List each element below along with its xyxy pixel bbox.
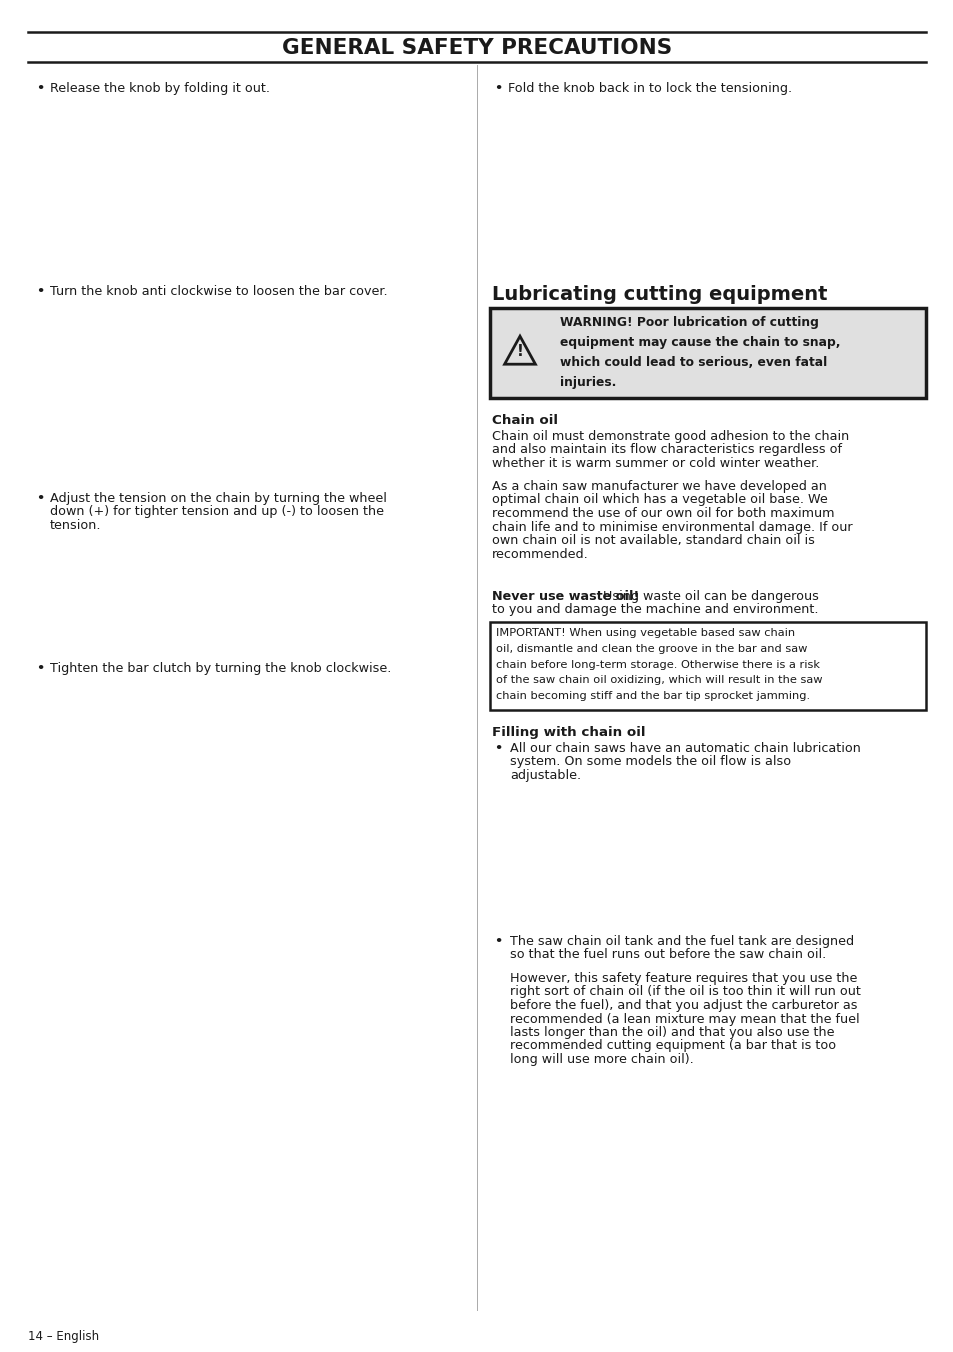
Bar xyxy=(492,96,925,266)
Text: All our chain saws have an automatic chain lubrication: All our chain saws have an automatic cha… xyxy=(510,742,860,754)
Text: Never use waste oil!: Never use waste oil! xyxy=(492,589,639,603)
Bar xyxy=(492,780,925,919)
Text: WARNING! Poor lubrication of cutting: WARNING! Poor lubrication of cutting xyxy=(559,316,818,329)
Polygon shape xyxy=(504,337,535,364)
Text: recommended.: recommended. xyxy=(492,548,588,561)
Text: injuries.: injuries. xyxy=(559,376,616,389)
Text: 14 – English: 14 – English xyxy=(28,1330,99,1343)
Text: recommended (a lean mixture may mean that the fuel: recommended (a lean mixture may mean tha… xyxy=(510,1013,859,1026)
Text: so that the fuel runs out before the saw chain oil.: so that the fuel runs out before the saw… xyxy=(510,949,825,961)
Text: •: • xyxy=(494,742,501,754)
Text: recommend the use of our own oil for both maximum: recommend the use of our own oil for bot… xyxy=(492,507,834,521)
Text: recommended cutting equipment (a bar that is too: recommended cutting equipment (a bar tha… xyxy=(510,1040,835,1052)
Text: and also maintain its flow characteristics regardless of: and also maintain its flow characteristi… xyxy=(492,443,841,457)
Text: long will use more chain oil).: long will use more chain oil). xyxy=(510,1053,693,1065)
Text: to you and damage the machine and environment.: to you and damage the machine and enviro… xyxy=(492,603,818,617)
Bar xyxy=(33,96,453,270)
Text: •: • xyxy=(36,285,44,297)
Text: equipment may cause the chain to snap,: equipment may cause the chain to snap, xyxy=(559,337,840,349)
Text: Chain oil must demonstrate good adhesion to the chain: Chain oil must demonstrate good adhesion… xyxy=(492,430,848,443)
Text: of the saw chain oil oxidizing, which will result in the saw: of the saw chain oil oxidizing, which wi… xyxy=(496,676,821,685)
Text: chain becoming stiff and the bar tip sprocket jamming.: chain becoming stiff and the bar tip spr… xyxy=(496,691,809,702)
Bar xyxy=(33,680,453,854)
Text: Using waste oil can be dangerous: Using waste oil can be dangerous xyxy=(598,589,818,603)
Text: !: ! xyxy=(516,343,523,360)
Text: down (+) for tighter tension and up (-) to loosen the: down (+) for tighter tension and up (-) … xyxy=(50,506,384,519)
Text: As a chain saw manufacturer we have developed an: As a chain saw manufacturer we have deve… xyxy=(492,480,826,493)
Text: •: • xyxy=(494,82,501,95)
Text: The saw chain oil tank and the fuel tank are designed: The saw chain oil tank and the fuel tank… xyxy=(510,936,853,948)
Text: However, this safety feature requires that you use the: However, this safety feature requires th… xyxy=(510,972,857,986)
Text: Lubricating cutting equipment: Lubricating cutting equipment xyxy=(492,285,826,304)
Text: system. On some models the oil flow is also: system. On some models the oil flow is a… xyxy=(510,756,790,768)
Text: IMPORTANT! When using vegetable based saw chain: IMPORTANT! When using vegetable based sa… xyxy=(496,627,794,638)
Text: •: • xyxy=(36,492,44,506)
Text: •: • xyxy=(36,662,44,675)
Text: Adjust the tension on the chain by turning the wheel: Adjust the tension on the chain by turni… xyxy=(50,492,387,506)
Text: •: • xyxy=(36,82,44,95)
Text: tension.: tension. xyxy=(50,519,101,531)
Text: Turn the knob anti clockwise to loosen the bar cover.: Turn the knob anti clockwise to loosen t… xyxy=(50,285,387,297)
Text: lasts longer than the oil) and that you also use the: lasts longer than the oil) and that you … xyxy=(510,1026,834,1038)
Text: adjustable.: adjustable. xyxy=(510,769,580,781)
Text: •: • xyxy=(494,936,501,948)
Text: Filling with chain oil: Filling with chain oil xyxy=(492,726,645,740)
Bar xyxy=(33,300,453,470)
FancyBboxPatch shape xyxy=(490,308,925,397)
Text: which could lead to serious, even fatal: which could lead to serious, even fatal xyxy=(559,356,826,369)
Text: Fold the knob back in to lock the tensioning.: Fold the knob back in to lock the tensio… xyxy=(507,82,791,95)
Text: optimal chain oil which has a vegetable oil base. We: optimal chain oil which has a vegetable … xyxy=(492,493,827,507)
Text: GENERAL SAFETY PRECAUTIONS: GENERAL SAFETY PRECAUTIONS xyxy=(281,38,672,58)
Text: Chain oil: Chain oil xyxy=(492,414,558,427)
Text: oil, dismantle and clean the groove in the bar and saw: oil, dismantle and clean the groove in t… xyxy=(496,644,806,654)
Text: right sort of chain oil (if the oil is too thin it will run out: right sort of chain oil (if the oil is t… xyxy=(510,986,860,999)
Bar xyxy=(33,530,453,725)
Text: before the fuel), and that you adjust the carburetor as: before the fuel), and that you adjust th… xyxy=(510,999,857,1013)
Text: chain before long-term storage. Otherwise there is a risk: chain before long-term storage. Otherwis… xyxy=(496,660,820,669)
Text: chain life and to minimise environmental damage. If our: chain life and to minimise environmental… xyxy=(492,521,852,534)
Text: Tighten the bar clutch by turning the knob clockwise.: Tighten the bar clutch by turning the kn… xyxy=(50,662,391,675)
Text: Release the knob by folding it out.: Release the knob by folding it out. xyxy=(50,82,270,95)
FancyBboxPatch shape xyxy=(490,622,925,710)
Text: own chain oil is not available, standard chain oil is: own chain oil is not available, standard… xyxy=(492,534,814,548)
Text: whether it is warm summer or cold winter weather.: whether it is warm summer or cold winter… xyxy=(492,457,819,470)
